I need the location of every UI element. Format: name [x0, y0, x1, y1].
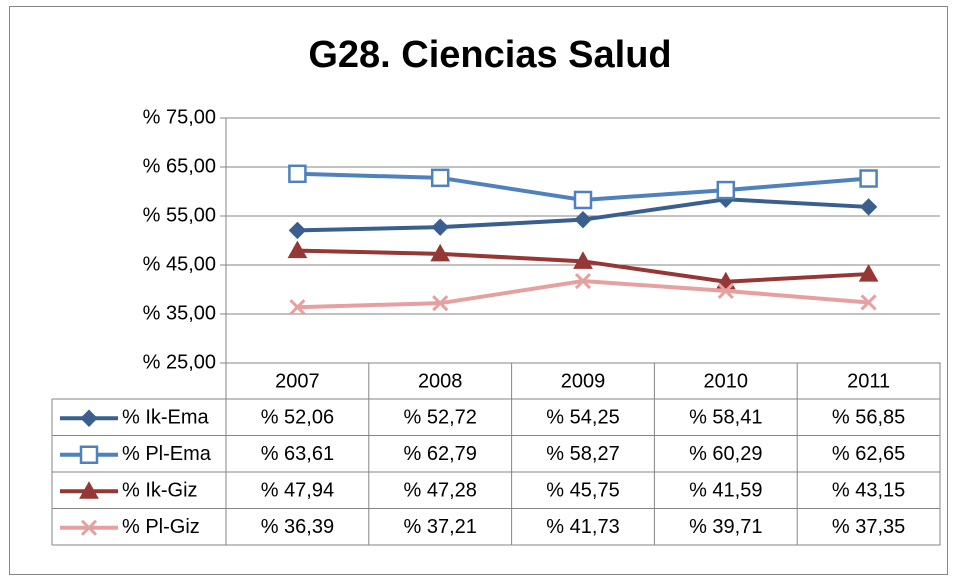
x-tick-label: 2010 — [704, 370, 749, 392]
value-label: % 37,35 — [832, 516, 905, 538]
value-label: % 60,29 — [689, 443, 762, 465]
value-label: % 36,39 — [261, 516, 334, 538]
value-label: % 58,41 — [689, 407, 762, 429]
value-label: % 62,79 — [404, 443, 477, 465]
table-border — [225, 362, 941, 546]
marker — [289, 299, 306, 316]
x-tick-label: 2011 — [847, 370, 890, 392]
y-tick-label: % 45,00 — [143, 253, 216, 275]
marker — [858, 264, 879, 282]
marker — [79, 445, 99, 464]
marker — [717, 282, 734, 299]
y-tick-label: % 65,00 — [143, 155, 216, 177]
x-tick-label: 2007 — [275, 370, 320, 392]
value-label: % 62,65 — [832, 443, 905, 465]
value-label: % 52,72 — [404, 407, 477, 429]
marker — [574, 272, 592, 290]
marker — [860, 294, 877, 311]
x-tick-label: 2009 — [561, 370, 606, 392]
value-label: % 41,59 — [689, 480, 762, 502]
marker — [716, 180, 736, 200]
marker — [80, 519, 98, 536]
marker — [288, 221, 307, 240]
value-label: % 39,71 — [689, 516, 762, 538]
y-tick-label: % 25,00 — [143, 351, 216, 373]
legend-label: % Pl-Giz — [122, 516, 200, 538]
value-label: % 56,85 — [832, 407, 905, 429]
value-label: % 45,75 — [546, 480, 619, 502]
legend-label: % Pl-Ema — [122, 443, 212, 465]
marker — [288, 164, 307, 184]
value-label: % 41,73 — [546, 516, 619, 538]
marker — [859, 198, 878, 216]
chart-border — [9, 6, 948, 575]
marker — [859, 169, 878, 188]
legend-label: % Ik-Giz — [122, 480, 198, 502]
value-label: % 63,61 — [261, 443, 334, 465]
y-tick-label: % 55,00 — [143, 204, 216, 226]
marker — [432, 295, 449, 312]
marker — [573, 190, 593, 210]
marker — [574, 210, 592, 229]
value-label: % 47,94 — [261, 480, 334, 502]
value-label: % 43,15 — [832, 480, 905, 502]
value-label: % 58,27 — [546, 443, 619, 465]
marker — [573, 251, 593, 269]
value-label: % 47,28 — [404, 480, 477, 502]
marker — [430, 168, 450, 188]
legend-label: % Ik-Ema — [122, 407, 210, 429]
marker — [430, 243, 451, 262]
chart-title: G28. Ciencias Salud — [308, 34, 671, 76]
marker — [79, 481, 99, 499]
y-tick-label: % 75,00 — [143, 106, 216, 128]
value-label: % 54,25 — [546, 407, 619, 429]
value-label: % 37,21 — [404, 516, 477, 538]
marker — [431, 218, 449, 236]
y-tick-label: % 35,00 — [143, 302, 216, 324]
marker — [80, 409, 98, 427]
x-tick-label: 2008 — [418, 370, 463, 392]
value-label: % 52,06 — [261, 407, 334, 429]
marker — [287, 240, 308, 259]
